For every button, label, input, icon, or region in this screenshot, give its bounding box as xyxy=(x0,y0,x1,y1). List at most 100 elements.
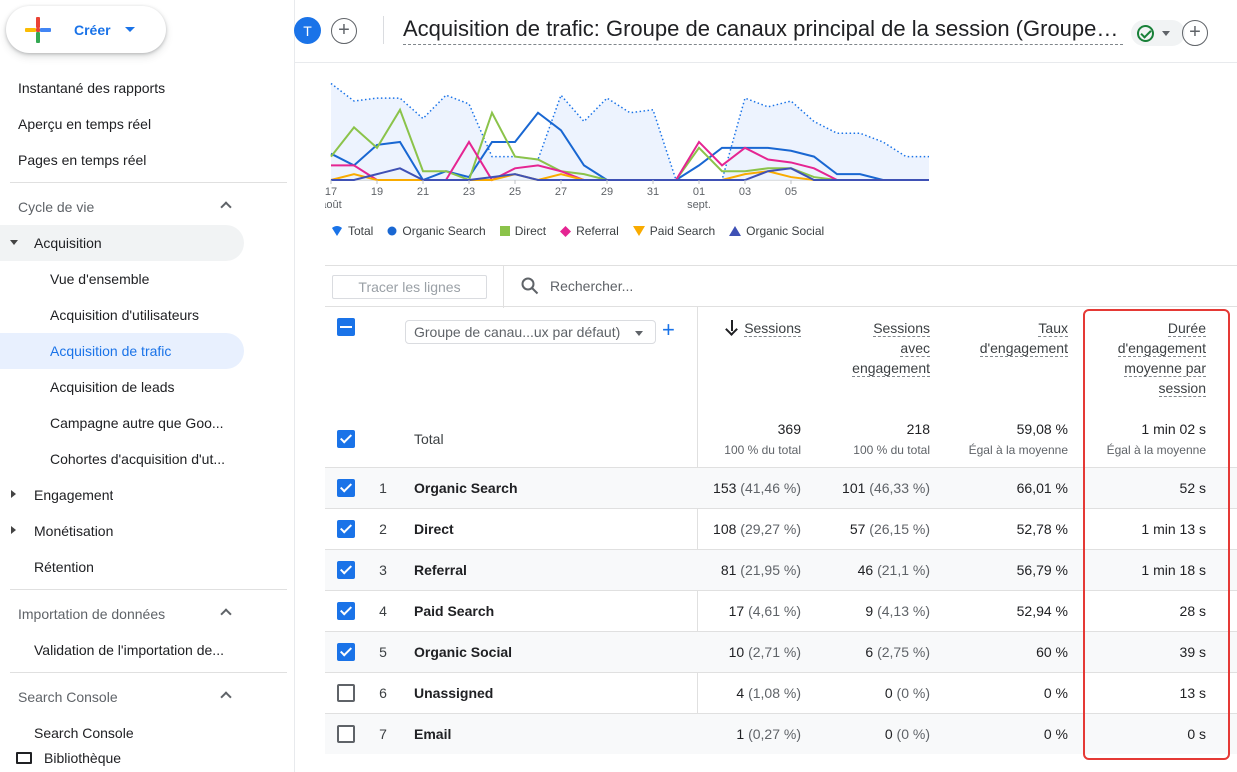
sidebar-item-label: Acquisition d'utilisateurs xyxy=(50,307,199,323)
sidebar-item-engagement[interactable]: Engagement xyxy=(0,477,260,513)
report-status-dropdown[interactable] xyxy=(1131,20,1185,46)
search-input[interactable]: Rechercher... xyxy=(550,278,634,294)
row-index: 7 xyxy=(379,726,387,742)
total-sessions: 369 xyxy=(777,421,801,437)
sidebar-item-label: Engagement xyxy=(34,487,114,503)
sidebar-item-label: Instantané des rapports xyxy=(18,80,166,96)
sidebar-item-reports-snapshot[interactable]: Instantané des rapports xyxy=(0,70,260,106)
sessions-value: 17 xyxy=(728,603,745,619)
section-lifecycle[interactable]: Cycle de vie xyxy=(0,189,244,225)
sidebar-item-data-import-validation[interactable]: Validation de l'importation de... xyxy=(0,632,244,668)
col-header-avg-engagement-time[interactable]: Durée d'engagement moyenne par session xyxy=(1105,318,1206,398)
row-checkbox[interactable] xyxy=(337,479,355,497)
total-legend-icon xyxy=(332,226,342,236)
diamond-icon xyxy=(560,225,572,237)
x-tick-label: 25 xyxy=(509,186,521,198)
engaged-pct: (0 %) xyxy=(896,685,930,701)
x-tick-label: 05 xyxy=(785,186,797,198)
duration-cell: 13 s xyxy=(1179,685,1206,701)
table-row[interactable]: 5 Organic Social 10 (2,71 %) 6 (2,75 %) 60 %… xyxy=(325,631,1237,672)
row-index: 3 xyxy=(379,562,387,578)
col-header-engagement-rate[interactable]: Taux d'engagement xyxy=(965,318,1068,358)
table-row[interactable]: 2 Direct 108 (29,27 %) 57 (26,15 %) 52,78 % 1… xyxy=(325,508,1237,549)
row-checkbox[interactable] xyxy=(337,602,355,620)
create-button[interactable]: Créer xyxy=(6,6,166,53)
table-row[interactable]: 7 Email 1 (0,27 %) 0 (0 %) 0 % 0 s xyxy=(325,713,1237,754)
legend-item-total[interactable]: Total xyxy=(331,224,373,238)
row-checkbox[interactable] xyxy=(337,643,355,661)
sessions-pct: (41,46 %) xyxy=(740,480,801,496)
section-label: Importation de données xyxy=(18,606,166,622)
duration-cell: 52 s xyxy=(1179,480,1206,496)
add-dimension-button[interactable]: + xyxy=(662,317,675,342)
section-data-import[interactable]: Importation de données xyxy=(0,596,244,632)
sidebar-item-lead-acquisition[interactable]: Acquisition de leads xyxy=(0,369,260,405)
series-line-organic-social xyxy=(331,167,929,181)
engaged-pct: (46,33 %) xyxy=(869,480,930,496)
select-all-checkbox[interactable] xyxy=(337,318,355,336)
row-index: 4 xyxy=(379,603,387,619)
x-tick-label: 31 xyxy=(647,186,659,198)
add-button[interactable]: + xyxy=(1182,20,1208,46)
legend-item-paid-search[interactable]: Paid Search xyxy=(632,224,715,238)
avatar[interactable]: T xyxy=(294,17,321,44)
rate-cell: 0 % xyxy=(1043,726,1068,742)
row-index: 2 xyxy=(379,521,387,537)
legend-item-organic-search[interactable]: Organic Search xyxy=(387,224,486,238)
channel-name: Email xyxy=(414,726,452,742)
legend-label: Direct xyxy=(514,224,547,238)
table-toolbar: Tracer les lignes Rechercher... xyxy=(325,265,1237,308)
row-checkbox[interactable] xyxy=(337,684,355,702)
dimension-dropdown[interactable]: Groupe de canau...ux par défaut) xyxy=(405,320,656,344)
plot-rows-button[interactable]: Tracer les lignes xyxy=(332,275,487,299)
avatar-letter: T xyxy=(303,22,312,39)
legend-item-organic-social[interactable]: Organic Social xyxy=(729,224,824,238)
channel-name: Direct xyxy=(414,521,454,537)
col-header-engaged-sessions[interactable]: Sessions avec engagement xyxy=(840,318,930,378)
col-header-label: Sessions avec engagement xyxy=(852,320,930,377)
total-rate: 59,08 % xyxy=(1016,421,1068,437)
sessions-pct: (2,71 %) xyxy=(748,644,801,660)
sidebar-item-monetisation[interactable]: Monétisation xyxy=(0,513,260,549)
col-header-sessions[interactable]: Sessions xyxy=(715,318,801,338)
report-header: T + Acquisition de trafic: Groupe de can… xyxy=(294,0,1237,63)
section-label: Cycle de vie xyxy=(18,199,95,215)
page-title[interactable]: Acquisition de trafic: Groupe de canaux … xyxy=(403,14,1123,45)
sidebar-item-realtime-overview[interactable]: Aperçu en temps réel xyxy=(0,106,260,142)
sidebar-item-realtime-pages[interactable]: Pages en temps réel xyxy=(0,142,260,178)
channel-name: Unassigned xyxy=(414,685,494,701)
sessions-value: 10 xyxy=(728,644,745,660)
sidebar-item-non-google-campaign[interactable]: Campagne autre que Goo... xyxy=(0,405,242,441)
legend-label: Organic Social xyxy=(746,224,825,238)
table-row[interactable]: 6 Unassigned 4 (1,08 %) 0 (0 %) 0 % 13 s xyxy=(325,672,1237,713)
sidebar-item-retention[interactable]: Rétention xyxy=(0,549,260,585)
row-checkbox[interactable] xyxy=(337,725,355,743)
total-checkbox[interactable] xyxy=(337,430,355,448)
table-row[interactable]: 4 Paid Search 17 (4,61 %) 9 (4,13 %) 52,94 %… xyxy=(325,590,1237,631)
sessions-cell: 153 (41,46 %) xyxy=(705,480,801,496)
legend-item-referral[interactable]: Referral xyxy=(560,224,619,238)
chevron-up-icon xyxy=(220,608,232,620)
sessions-pct: (1,08 %) xyxy=(748,685,801,701)
sidebar-item-acquisition-cohorts[interactable]: Cohortes d'acquisition d'ut... xyxy=(0,441,244,477)
table-row[interactable]: 1 Organic Search 153 (41,46 %) 101 (46,33 %… xyxy=(325,467,1237,508)
add-comparison-button[interactable]: + xyxy=(331,18,357,44)
row-checkbox[interactable] xyxy=(337,520,355,538)
divider xyxy=(10,182,287,183)
engaged-cell: 0 (0 %) xyxy=(815,726,930,742)
table-row[interactable]: 3 Referral 81 (21,95 %) 46 (21,1 %) 56,79 % 1… xyxy=(325,549,1237,590)
sessions-pct: (21,95 %) xyxy=(740,562,801,578)
sidebar-item-overview[interactable]: Vue d'ensemble xyxy=(0,261,260,297)
row-checkbox[interactable] xyxy=(337,561,355,579)
library-link[interactable]: Bibliothèque xyxy=(0,744,294,772)
sessions-cell: 17 (4,61 %) xyxy=(705,603,801,619)
rate-cell: 66,01 % xyxy=(1016,480,1068,496)
sidebar-item-traffic-acquisition[interactable]: Acquisition de trafic xyxy=(0,333,244,369)
section-search-console[interactable]: Search Console xyxy=(0,679,244,715)
sidebar-item-user-acquisition[interactable]: Acquisition d'utilisateurs xyxy=(0,297,260,333)
duration-cell: 39 s xyxy=(1179,644,1206,660)
sidebar-item-acquisition[interactable]: Acquisition xyxy=(0,225,244,261)
sidebar-item-label: Cohortes d'acquisition d'ut... xyxy=(50,451,225,467)
rate-cell: 52,78 % xyxy=(1016,521,1068,537)
legend-item-direct[interactable]: Direct xyxy=(499,224,547,238)
